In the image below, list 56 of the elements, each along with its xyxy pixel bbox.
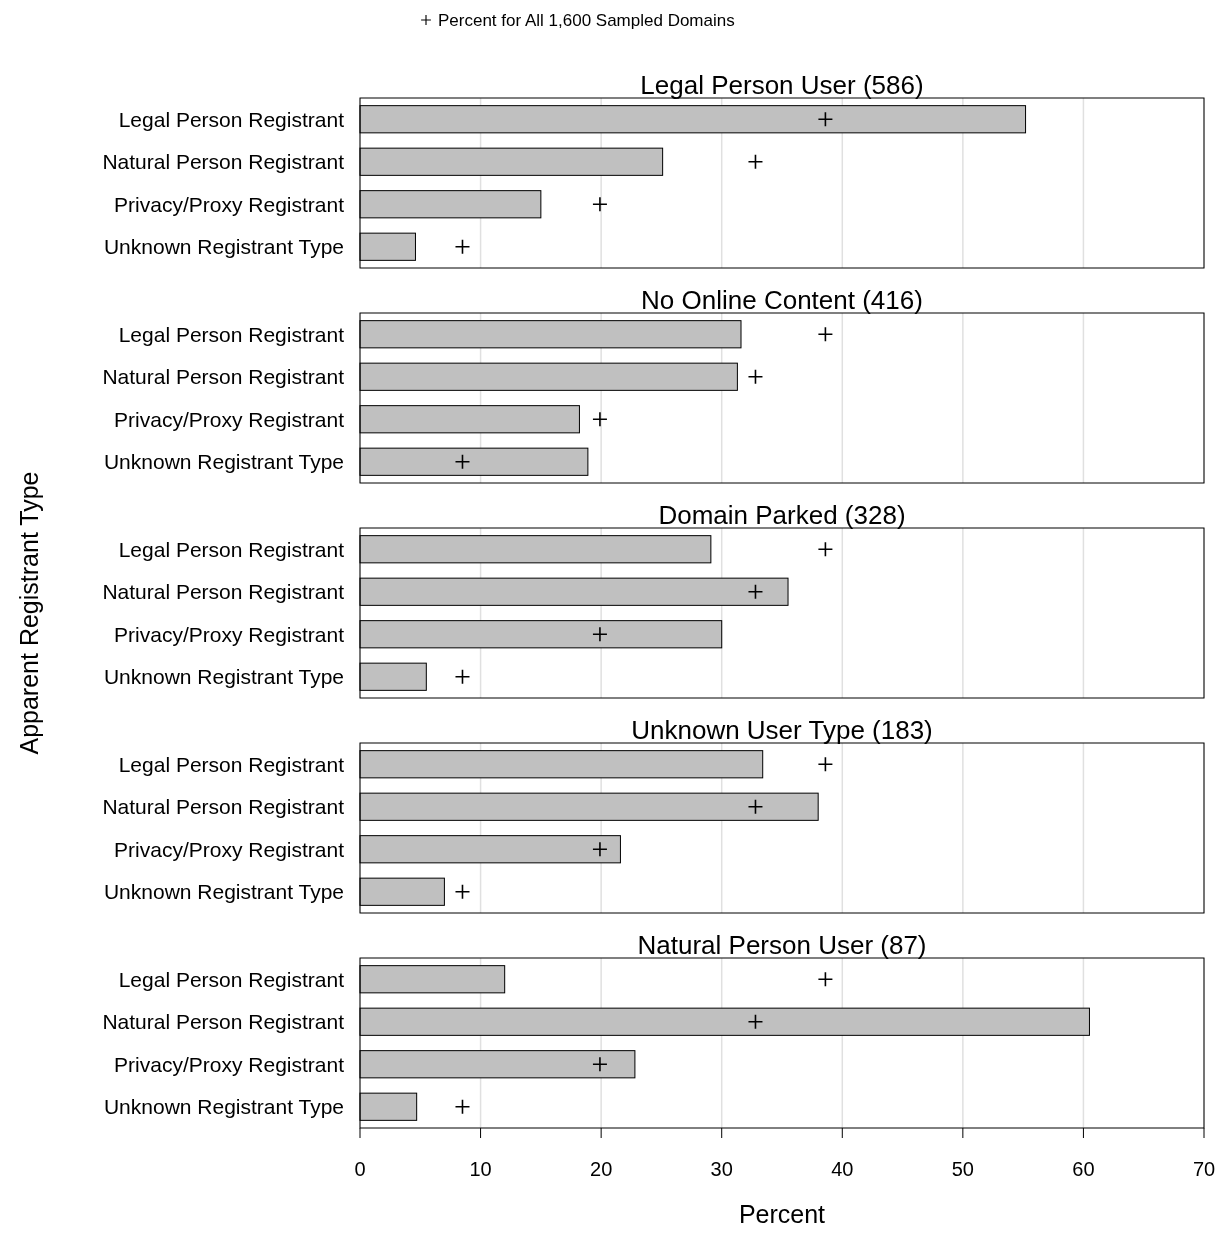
chart-title: Natural Person User (87) (637, 930, 927, 960)
point (817, 756, 834, 773)
y-tick-label: Privacy/Proxy Registrant (114, 192, 345, 216)
y-tick-label: Privacy/Proxy Registrant (114, 837, 345, 861)
chart-title: Legal Person User (586) (640, 70, 924, 100)
x-axis-title: Percent (738, 1200, 826, 1228)
point (817, 541, 834, 558)
point (592, 626, 608, 643)
y-tick-label: Privacy/Proxy Registrant (114, 407, 345, 431)
y-tick-label: Privacy/Proxy Registrant (114, 1052, 345, 1076)
point (454, 453, 471, 470)
y-tick-label: Natural Person Registrant (102, 150, 345, 174)
x-tick-label: 20 (590, 1158, 613, 1180)
point (592, 196, 608, 213)
x-tick-label: 30 (710, 1158, 733, 1180)
x-tick-label: 60 (1072, 1158, 1095, 1180)
y-tick-label: Legal Person Registrant (118, 752, 345, 776)
x-tick-label: 0 (354, 1158, 366, 1180)
y-tick-label: Natural Person Registrant (102, 580, 345, 604)
y-tick-label: Legal Person Registrant (118, 537, 345, 561)
chart-title: Domain Parked (328) (658, 500, 906, 530)
y-tick-label: Unknown Registrant Type (103, 880, 344, 904)
x-tick-label: 40 (831, 1158, 854, 1180)
point (454, 238, 471, 255)
point (454, 883, 471, 900)
point (817, 326, 834, 343)
x-tick-label: 70 (1192, 1158, 1216, 1180)
point (747, 368, 764, 385)
y-tick-label: Natural Person Registrant (102, 365, 345, 389)
y-tick-label: Unknown Registrant Type (103, 1095, 344, 1119)
y-tick-label: Unknown Registrant Type (103, 450, 344, 474)
y-tick-label: Privacy/Proxy Registrant (114, 622, 345, 646)
point (817, 111, 834, 128)
point (747, 153, 764, 170)
point (592, 841, 608, 858)
y-tick-label: Legal Person Registrant (118, 967, 345, 991)
x-tick-label: 50 (951, 1158, 974, 1180)
y-tick-label: Legal Person Registrant (118, 322, 345, 346)
y-tick-label: Unknown Registrant Type (103, 665, 344, 689)
chart-title: No Online Content (416) (641, 285, 923, 315)
y-tick-label: Natural Person Registrant (102, 795, 345, 819)
point (747, 798, 764, 815)
point (454, 1098, 471, 1115)
point (592, 1056, 608, 1073)
legend-label: Percent for All 1,600 Sampled Domains (438, 10, 735, 30)
y-tick-label: Unknown Registrant Type (103, 235, 344, 259)
point (454, 668, 471, 685)
chart-title: Unknown User Type (183) (631, 715, 933, 745)
y-axis-title: Apparent Registrant Type (15, 471, 43, 755)
y-tick-label: Natural Person Registrant (102, 1010, 345, 1034)
x-tick-label: 10 (469, 1158, 492, 1180)
y-tick-label: Legal Person Registrant (118, 107, 345, 131)
point (747, 583, 764, 600)
point (817, 971, 834, 988)
point (592, 411, 608, 428)
point (747, 1013, 764, 1030)
